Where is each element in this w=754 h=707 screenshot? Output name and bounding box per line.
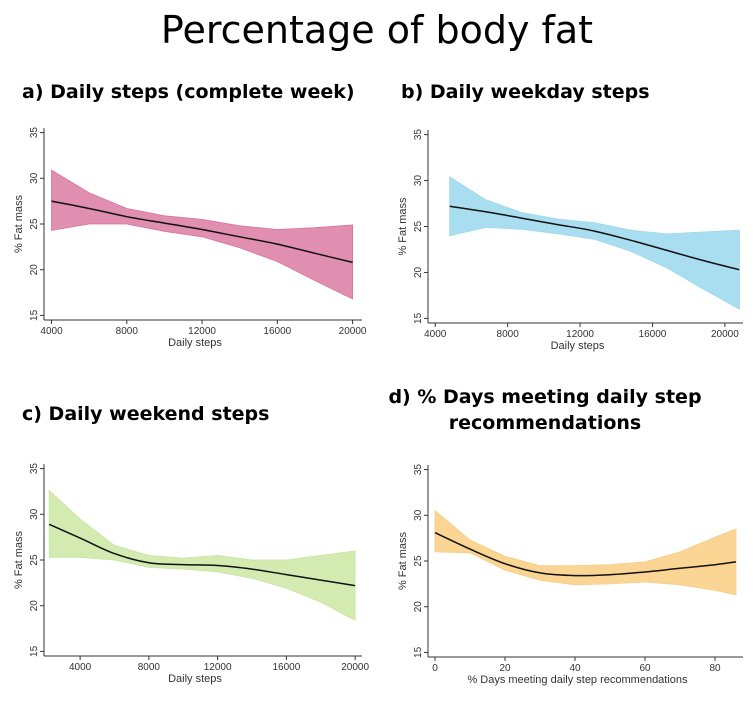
y-tick-label: 30 (29, 172, 40, 184)
y-tick-label: 15 (29, 309, 40, 321)
x-tick-label: 8000 (497, 329, 520, 340)
x-tick-label: 12000 (204, 662, 232, 673)
panel-title: b) Daily weekday steps (401, 79, 741, 105)
y-tick-label: 20 (29, 600, 40, 612)
fitted-line (449, 205, 740, 271)
x-tick-label: 4000 (424, 329, 447, 340)
x-tick-label: 12000 (188, 326, 216, 337)
x-tick-label: 16000 (639, 329, 667, 340)
y-axis-label: % Fat mass (13, 530, 25, 589)
x-axis-label: Daily steps (168, 673, 222, 685)
y-tick-label: 25 (413, 555, 424, 567)
x-tick-label: 16000 (272, 662, 300, 673)
x-tick-label: 60 (639, 663, 651, 674)
panel-title: c) Daily weekend steps (22, 401, 362, 427)
y-axis-label: % Fat mass (397, 531, 409, 590)
y-tick-label: 15 (413, 646, 424, 658)
x-tick-label: 0 (432, 663, 438, 674)
y-tick-label: 25 (29, 218, 40, 230)
x-tick-label: 12000 (566, 329, 594, 340)
x-axis-label: Daily steps (168, 337, 222, 349)
fitted-line (51, 200, 353, 264)
y-axis-label: % Fat mass (13, 194, 25, 253)
page-title: Percentage of body fat (160, 8, 594, 52)
x-tick-label: 20 (499, 663, 511, 674)
y-tick-label: 35 (413, 129, 424, 141)
panel-title-line: c) Daily weekend steps (22, 403, 270, 425)
fitted-line (48, 523, 356, 587)
panel-title-line: d) % Days meeting daily step (388, 386, 702, 408)
y-tick-label: 30 (29, 508, 40, 520)
confidence-band (51, 169, 353, 300)
x-tick-label: 40 (569, 663, 581, 674)
x-tick-label: 20000 (341, 662, 369, 673)
x-axis-label: % Days meeting daily step recommendation… (467, 674, 688, 686)
x-tick-label: 80 (709, 663, 721, 674)
y-tick-label: 20 (29, 264, 40, 276)
y-tick-label: 35 (29, 127, 40, 139)
confidence-band (449, 176, 740, 310)
y-tick-label: 15 (413, 312, 424, 324)
y-tick-label: 15 (29, 645, 40, 657)
y-tick-label: 20 (413, 266, 424, 278)
panel-title: a) Daily steps (complete week) (22, 79, 362, 105)
x-tick-label: 20000 (339, 326, 367, 337)
fitted-line (434, 532, 737, 577)
y-axis-label: % Fat mass (397, 197, 409, 256)
panel-title-line: recommendations (448, 412, 642, 434)
x-tick-label: 4000 (69, 662, 92, 673)
y-tick-label: 30 (413, 509, 424, 521)
y-tick-label: 20 (413, 601, 424, 613)
x-tick-label: 20000 (711, 329, 739, 340)
confidence-band (48, 489, 356, 621)
panel-title: d) % Days meeting daily step recommendati… (375, 384, 715, 436)
x-tick-label: 8000 (116, 326, 139, 337)
y-tick-label: 35 (413, 464, 424, 476)
y-tick-label: 35 (29, 463, 40, 475)
y-tick-label: 25 (29, 554, 40, 566)
x-tick-label: 4000 (40, 326, 63, 337)
panel-title-line: b) Daily weekday steps (401, 81, 650, 103)
x-tick-label: 8000 (138, 662, 161, 673)
confidence-band (434, 509, 737, 596)
panel-title-line: a) Daily steps (complete week) (22, 81, 355, 103)
y-tick-label: 25 (413, 221, 424, 233)
x-tick-label: 16000 (263, 326, 291, 337)
x-axis-label: Daily steps (551, 340, 605, 352)
y-tick-label: 30 (413, 175, 424, 187)
